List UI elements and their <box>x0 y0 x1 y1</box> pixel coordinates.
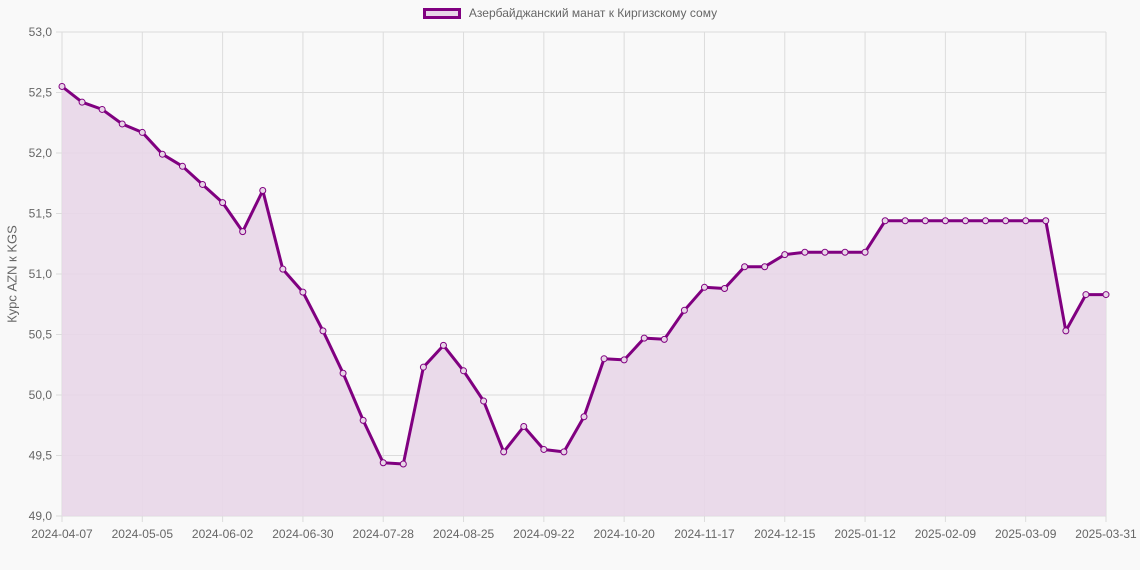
data-point <box>640 334 648 342</box>
legend-label: Азербайджанский манат к Киргизскому сому <box>468 6 718 20</box>
data-point <box>781 251 789 259</box>
data-point <box>520 422 528 430</box>
data-point <box>460 367 468 375</box>
data-point <box>921 217 929 225</box>
data-point <box>500 448 508 456</box>
data-point <box>961 217 969 225</box>
data-point <box>721 285 729 293</box>
data-point <box>118 120 126 128</box>
data-point <box>399 460 407 468</box>
x-tick-label: 2025-02-09 <box>915 527 977 541</box>
x-tick-label: 2024-07-28 <box>353 527 415 541</box>
data-point <box>379 459 387 467</box>
data-point <box>600 355 608 363</box>
data-point <box>1042 217 1050 225</box>
y-tick-label: 53,0 <box>29 25 53 39</box>
x-tick-label: 2024-04-07 <box>31 527 93 541</box>
x-tick-label: 2024-10-20 <box>593 527 655 541</box>
x-tick-label: 2024-05-05 <box>112 527 174 541</box>
data-point <box>138 128 146 136</box>
y-tick-label: 52,0 <box>29 146 53 160</box>
data-point <box>58 82 66 90</box>
x-tick-label: 2024-06-30 <box>272 527 334 541</box>
data-point <box>239 228 247 236</box>
x-tick-label: 2024-06-02 <box>192 527 254 541</box>
data-point <box>821 248 829 256</box>
data-point <box>660 335 668 343</box>
x-tick-label: 2025-03-09 <box>995 527 1057 541</box>
data-point <box>199 180 207 188</box>
data-point <box>279 265 287 273</box>
data-point <box>1022 217 1030 225</box>
data-point <box>219 199 227 207</box>
data-point <box>98 105 106 113</box>
data-point <box>439 341 447 349</box>
data-point <box>319 327 327 335</box>
x-tick-label: 2024-11-17 <box>674 527 735 541</box>
data-point <box>78 98 86 106</box>
data-point <box>801 248 809 256</box>
y-tick-label: 50,5 <box>29 328 53 342</box>
data-point <box>339 369 347 377</box>
data-point <box>1102 291 1110 299</box>
x-tick-label: 2024-12-15 <box>754 527 816 541</box>
data-point <box>680 306 688 314</box>
data-point <box>1002 217 1010 225</box>
data-point <box>158 150 166 158</box>
chart-legend[interactable]: Азербайджанский манат к Киргизскому сому <box>0 6 1140 20</box>
data-point <box>881 217 889 225</box>
y-tick-label: 51,5 <box>29 207 53 221</box>
y-tick-label: 52,5 <box>29 86 53 100</box>
data-point <box>1062 327 1070 335</box>
y-tick-label: 51,0 <box>29 267 53 281</box>
data-point <box>741 263 749 271</box>
x-tick-label: 2024-09-22 <box>513 527 575 541</box>
x-tick-label: 2025-01-12 <box>834 527 896 541</box>
legend-swatch <box>422 7 461 19</box>
data-point <box>178 162 186 170</box>
data-point <box>480 397 488 405</box>
data-point <box>861 248 869 256</box>
data-point <box>982 217 990 225</box>
y-tick-label: 49,5 <box>29 449 53 463</box>
x-tick-label: 2025-03-31 <box>1075 527 1137 541</box>
data-point <box>580 413 588 421</box>
x-tick-label: 2024-08-25 <box>433 527 495 541</box>
data-point <box>419 363 427 371</box>
data-point <box>359 416 367 424</box>
data-point <box>540 445 548 453</box>
data-point <box>620 356 628 364</box>
data-point <box>1082 291 1090 299</box>
y-tick-label: 50,0 <box>29 388 53 402</box>
y-tick-label: 49,0 <box>29 509 53 523</box>
data-point <box>941 217 949 225</box>
data-point <box>259 187 267 195</box>
area-fill <box>62 86 1106 516</box>
data-point <box>560 448 568 456</box>
data-point <box>901 217 909 225</box>
data-point <box>761 263 769 271</box>
data-point <box>700 283 708 291</box>
data-point <box>299 288 307 296</box>
data-point <box>841 248 849 256</box>
